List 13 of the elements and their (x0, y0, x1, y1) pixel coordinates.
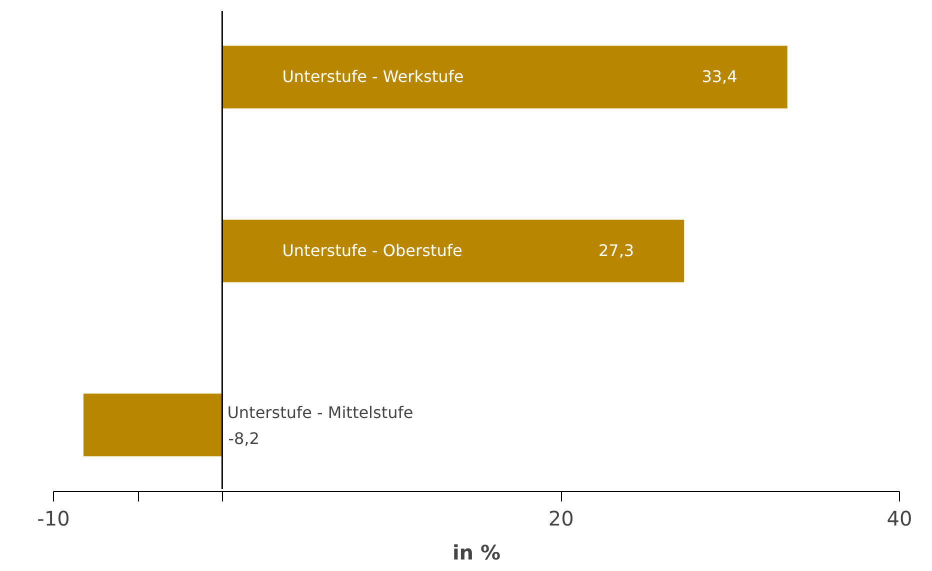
y-tick-label: Unterstufe - Mittelstufe (227, 402, 414, 422)
x-axis-title: in % (452, 540, 501, 564)
data-label: -8,2 (228, 428, 260, 448)
y-tick-label: Unterstufe - Oberstufe (282, 241, 462, 260)
x-tick-label: 20 (548, 506, 574, 530)
x-tick-label: 40 (886, 506, 912, 530)
x-tick-label: -10 (37, 506, 70, 530)
bar (222, 46, 788, 108)
data-label: 33,4 (702, 67, 738, 86)
bar (222, 220, 684, 282)
y-tick-label: Unterstufe - Werkstufe (282, 67, 464, 86)
bar (83, 394, 222, 456)
data-label: 27,3 (598, 241, 634, 260)
